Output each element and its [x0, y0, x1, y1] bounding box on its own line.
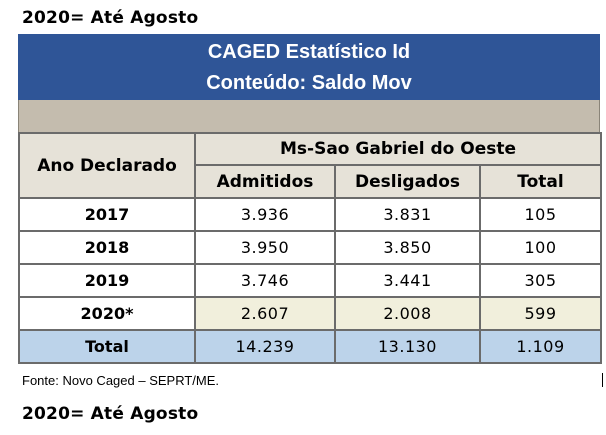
desligados-cell: 3.441 — [334, 263, 481, 298]
total-cell: 100 — [478, 230, 603, 265]
table-title-banner: CAGED Estatístico Id Conteúdo: Saldo Mov — [18, 34, 600, 100]
desligados-total-cell: 13.130 — [334, 329, 481, 364]
group-header-location: Ms-Sao Gabriel do Oeste — [193, 132, 603, 166]
admitidos-cell: 3.936 — [194, 197, 336, 232]
col-header-admitidos: Admitidos — [194, 164, 336, 199]
row-header-ano: Ano Declarado — [18, 132, 196, 199]
year-cell: 2017 — [18, 197, 196, 232]
admitidos-cell: 2.607 — [194, 296, 336, 331]
col-header-desligados: Desligados — [334, 164, 481, 199]
admitidos-total-cell: 14.239 — [194, 329, 336, 364]
admitidos-cell: 3.746 — [194, 263, 336, 298]
table-row: 2018 3.950 3.850 100 — [18, 230, 603, 265]
total-cell: 105 — [478, 197, 603, 232]
desligados-cell: 3.831 — [334, 197, 481, 232]
year-cell: 2018 — [18, 230, 196, 265]
desligados-cell: 3.850 — [334, 230, 481, 265]
table-row: 2020* 2.607 2.008 599 — [18, 296, 603, 331]
heading-bottom: 2020= Até Agosto — [22, 404, 199, 424]
text-cursor-mark — [602, 373, 603, 387]
total-label-cell: Total — [18, 329, 196, 364]
year-cell: 2019 — [18, 263, 196, 298]
total-row: Total 14.239 13.130 1.109 — [18, 329, 603, 364]
separator-band — [18, 100, 600, 132]
year-cell: 2020* — [18, 296, 196, 331]
grand-total-cell: 1.109 — [478, 329, 603, 364]
total-cell: 305 — [478, 263, 603, 298]
saldo-table: Ano Declarado Ms-Sao Gabriel do Oeste Ad… — [18, 132, 603, 364]
table-row: 2019 3.746 3.441 305 — [18, 263, 603, 298]
col-header-total: Total — [478, 164, 603, 199]
heading-top: 2020= Até Agosto — [22, 8, 199, 28]
desligados-cell: 2.008 — [334, 296, 481, 331]
source-note: Fonte: Novo Caged – SEPRT/ME. — [22, 373, 220, 388]
banner-subtitle: Conteúdo: Saldo Mov — [206, 72, 412, 94]
total-cell: 599 — [478, 296, 603, 331]
table-row: 2017 3.936 3.831 105 — [18, 197, 603, 232]
banner-title: CAGED Estatístico Id — [207, 41, 411, 63]
admitidos-cell: 3.950 — [194, 230, 336, 265]
